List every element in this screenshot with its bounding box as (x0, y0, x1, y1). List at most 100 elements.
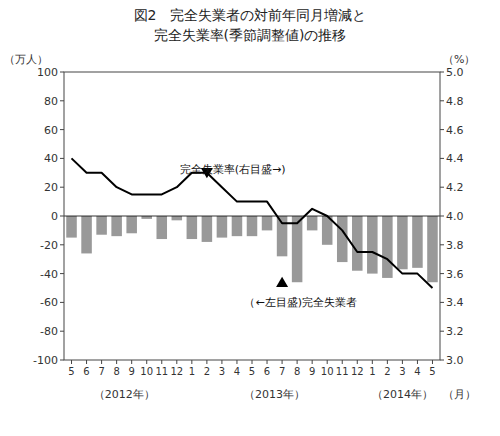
tick-label: 8 (113, 366, 119, 377)
tick-label: 12 (170, 366, 183, 377)
tick (146, 360, 147, 364)
tick-label: 5 (68, 366, 74, 377)
tick (60, 216, 64, 217)
tick (86, 360, 87, 364)
tick (60, 100, 64, 101)
tick (60, 244, 64, 245)
tick (440, 100, 444, 101)
tick (221, 360, 222, 364)
tick (60, 302, 64, 303)
tick (440, 158, 444, 159)
tick (387, 360, 388, 364)
x-axis: 5678910111212345678910111212345（2012年）（2… (68, 360, 435, 401)
tick-label: 5 (429, 366, 435, 377)
tick-label: -40 (40, 268, 58, 281)
bar (337, 216, 348, 262)
tick (282, 360, 283, 364)
tick-label: 3.0 (446, 354, 464, 367)
tick-label: 100 (37, 66, 58, 79)
bar (352, 216, 363, 271)
tick-label: 7 (279, 366, 285, 377)
tick (312, 360, 313, 364)
tick (131, 360, 132, 364)
tick (60, 331, 64, 332)
tick (440, 360, 444, 361)
tick (440, 302, 444, 303)
tick-label: 5.0 (446, 66, 464, 79)
background (0, 0, 500, 436)
tick-label: 3.2 (446, 325, 464, 338)
tick (327, 360, 328, 364)
bar (96, 216, 107, 235)
tick (71, 360, 72, 364)
tick-label: 6 (83, 366, 89, 377)
x-label: （月） (443, 388, 476, 401)
tick-label: 10 (140, 366, 153, 377)
tick (60, 273, 64, 274)
tick-label: 11 (155, 366, 168, 377)
tick (60, 72, 64, 73)
annotation: （←左目盛)完全失業者 (244, 296, 357, 309)
plot-area (66, 158, 437, 288)
tick (417, 360, 418, 364)
tick-label: 2 (384, 366, 390, 377)
bar (382, 216, 393, 278)
tick-label: 60 (44, 124, 58, 137)
tick-label: -20 (40, 239, 58, 252)
tick (60, 360, 64, 361)
tick (297, 360, 298, 364)
bar (172, 216, 183, 220)
tick-label: 2 (204, 366, 210, 377)
tick-label: 12 (351, 366, 364, 377)
tick-label: 1 (369, 366, 375, 377)
marker (276, 277, 288, 287)
y-axis: -100-80-60-40-20020406080100 (33, 66, 64, 367)
bar (156, 216, 167, 239)
bar (262, 216, 273, 230)
bar (202, 216, 213, 242)
tick (372, 360, 373, 364)
title: 図2 完全失業者の対前年同月増減と (134, 7, 367, 23)
tick-label: 9 (128, 366, 134, 377)
tick-label: 4.6 (446, 124, 464, 137)
year-label: （2014年） (372, 388, 433, 401)
tick (60, 187, 64, 188)
tick-label: 3.6 (446, 268, 464, 281)
bar (217, 216, 228, 238)
tick-label: 4 (234, 366, 240, 377)
tick (267, 360, 268, 364)
tick-label: 20 (44, 181, 58, 194)
tick-label: 4.4 (446, 152, 464, 165)
tick-label: 7 (98, 366, 104, 377)
tick-label: 10 (321, 366, 334, 377)
plot-frame (64, 72, 440, 360)
bar (187, 216, 198, 239)
tick (357, 360, 358, 364)
tick (440, 331, 444, 332)
annotation: 完全失業率(右目盛→) (180, 163, 286, 176)
tick-label: 9 (309, 366, 315, 377)
tick (402, 360, 403, 364)
tick-label: 4.2 (446, 181, 464, 194)
line (72, 158, 433, 288)
tick (440, 273, 444, 274)
bar (292, 216, 303, 282)
tick (252, 360, 253, 364)
tick (440, 72, 444, 73)
bar (126, 216, 137, 233)
bar (427, 216, 438, 282)
tick (440, 129, 444, 130)
tick (191, 360, 192, 364)
tick-label: 3.8 (446, 239, 464, 252)
tick-label: 6 (264, 366, 270, 377)
tick (176, 360, 177, 364)
tick (60, 158, 64, 159)
tick (161, 360, 162, 364)
chart: 図2 完全失業者の対前年同月増減と完全失業率(季節調整値)の推移-100-80-… (0, 0, 500, 436)
bar (141, 216, 152, 219)
tick (206, 360, 207, 364)
bar (66, 216, 77, 238)
tick (236, 360, 237, 364)
tick-label: 3.4 (446, 296, 464, 309)
bar (307, 216, 318, 230)
